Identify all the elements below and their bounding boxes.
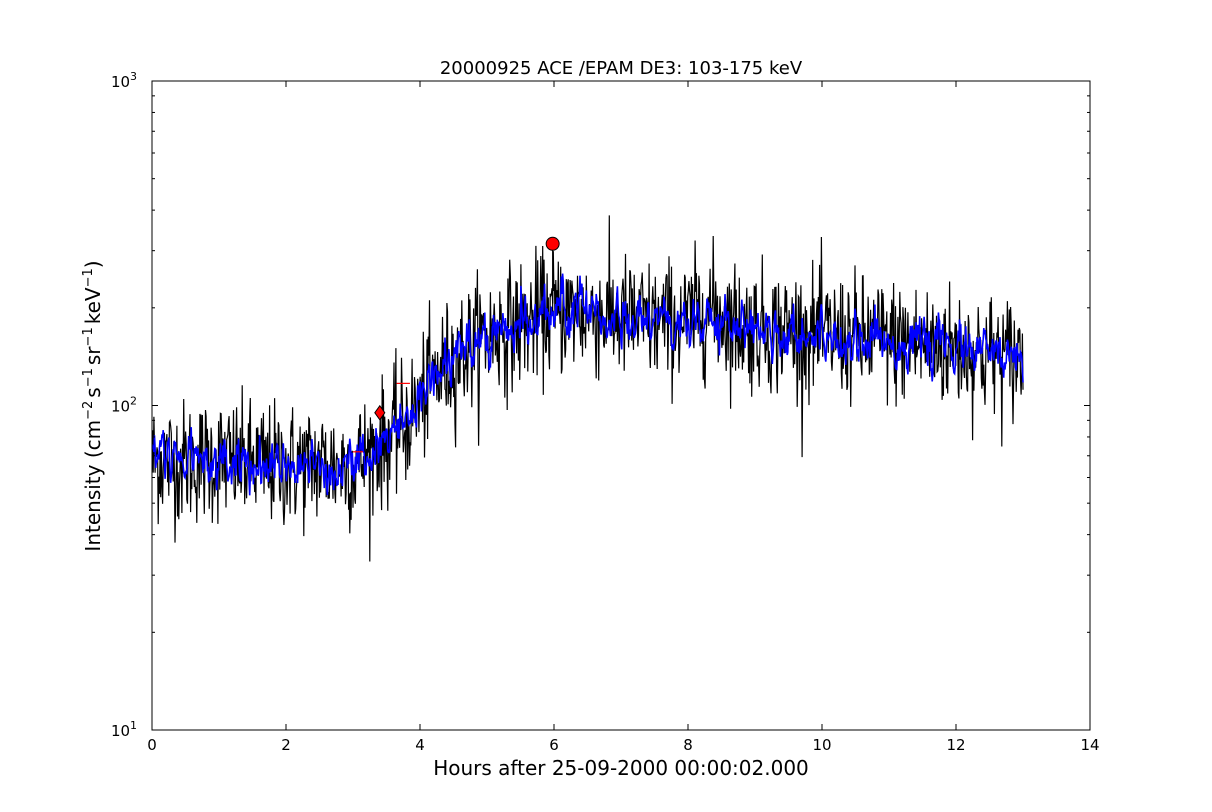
y-axis-title-sup2: −1 <box>81 368 96 387</box>
y-axis-title-mid3: keV <box>81 287 105 324</box>
x-tick-label: 6 <box>549 736 559 754</box>
y-axis-title-end: ) <box>81 260 105 268</box>
onset-marker-diamond <box>374 404 386 421</box>
x-tick-label: 8 <box>683 736 693 754</box>
y-axis-title-mid2: sr <box>81 346 105 365</box>
plot-area <box>152 215 1024 562</box>
y-tick-label: 103 <box>111 70 137 91</box>
chart-title: 20000925 ACE /EPAM DE3: 103-175 keV <box>440 58 803 79</box>
y-tick-label: 101 <box>111 719 137 740</box>
axis-ticks <box>151 80 1091 731</box>
y-axis-title-mid1: s <box>81 387 105 397</box>
series-line-smoothed <box>152 273 1024 496</box>
x-tick-label: 2 <box>281 736 291 754</box>
y-axis-title-base: Intensity (cm <box>81 420 105 552</box>
x-tick-label: 14 <box>1080 736 1099 754</box>
y-axis-title: Intensity (cm−2s−1sr−1keV−1) <box>81 260 105 551</box>
y-tick-label: 102 <box>111 395 137 416</box>
peak-marker-circle <box>545 236 560 251</box>
x-tick-label: 12 <box>946 736 965 754</box>
x-tick-label: 0 <box>147 736 157 754</box>
y-axis-title-sup3: −1 <box>81 327 96 346</box>
x-tick-label: 10 <box>812 736 831 754</box>
axis-tick-labels: 0 2 4 6 8 10 12 14 101 102 103 <box>111 70 1100 754</box>
x-axis-title: Hours after 25-09-2000 00:00:02.000 <box>433 756 809 780</box>
y-axis-title-sup4: −1 <box>81 268 96 287</box>
y-axis-title-sup1: −2 <box>81 401 96 420</box>
x-tick-label: 4 <box>415 736 425 754</box>
